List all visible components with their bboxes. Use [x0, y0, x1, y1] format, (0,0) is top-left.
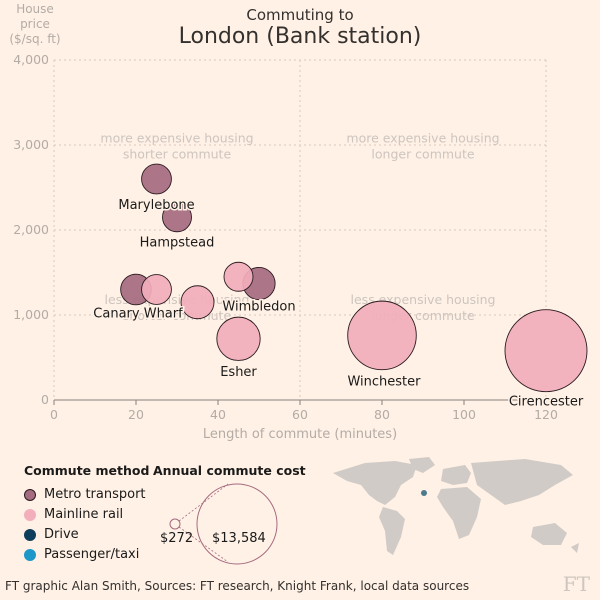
chart-title-line2: London (Bank station) — [178, 24, 422, 49]
source-footer: FT graphic Alan Smith, Sources: FT resea… — [5, 579, 470, 593]
bubble-marylebone — [141, 163, 172, 195]
quadrant-label-line2: longer commute — [371, 146, 474, 161]
y-tick-label: 1,000 — [13, 307, 49, 322]
map-australia — [531, 523, 567, 545]
y-tick-label: 4,000 — [13, 52, 49, 67]
quadrant-label-line2: shorter commute — [123, 146, 232, 161]
quadrant-label-line1: more expensive housing — [346, 130, 499, 145]
cost-small-circle — [169, 518, 181, 530]
map-asia — [471, 459, 573, 505]
legend-label-drive: Drive — [44, 527, 79, 542]
y-tick-label: 0 — [41, 392, 49, 407]
legend-swatch-metro — [24, 488, 36, 501]
bubble-label: Winchester — [347, 374, 421, 389]
legend-swatch-taxi — [24, 548, 36, 561]
bubble-hampstead — [162, 202, 192, 233]
bubble-unlabeled — [180, 285, 215, 320]
bubble-label: Hampstead — [140, 235, 215, 250]
chart-title-line1: Commuting to — [246, 6, 354, 24]
cost-small-label: $272 — [160, 531, 194, 546]
legend-label-metro: Metro transport — [44, 487, 146, 502]
map-europe — [441, 465, 471, 485]
legend-method-title: Commute method — [24, 463, 150, 478]
y-tick-label: 3,000 — [13, 137, 49, 152]
map-greenland — [409, 457, 435, 473]
bubble-winchester — [347, 300, 417, 371]
bubble-label: Cirencester — [509, 395, 584, 410]
x-tick-label: 120 — [534, 407, 558, 422]
legend-item-rail: Mainline rail — [24, 507, 123, 522]
x-tick-label: 20 — [128, 407, 144, 422]
legend-swatch-drive — [24, 528, 36, 541]
map-new-zealand — [571, 543, 579, 553]
quadrant-label-line1: more expensive housing — [100, 130, 253, 145]
legend-item-drive: Drive — [24, 527, 79, 542]
london-marker — [421, 490, 427, 496]
x-tick-label: 0 — [50, 407, 58, 422]
x-tick-label: 100 — [452, 407, 476, 422]
ft-logo: FT — [562, 572, 590, 596]
x-tick-label: 60 — [292, 407, 308, 422]
bubble-label: Marylebone — [118, 198, 194, 213]
bubble-unlabeled — [141, 274, 172, 305]
bubble-label: Wimbledon — [222, 300, 295, 315]
cost-large-label: $13,584 — [212, 531, 266, 546]
cost-large-circle — [196, 483, 278, 565]
y-tick-label: 2,000 — [13, 222, 49, 237]
bubble-esher — [216, 316, 261, 361]
legend-label-taxi: Passenger/taxi — [44, 547, 140, 562]
x-axis-label: Length of commute (minutes) — [202, 427, 398, 442]
map-north-america — [333, 461, 417, 505]
legend-item-taxi: Passenger/taxi — [24, 547, 139, 562]
legend-swatch-rail — [24, 508, 36, 521]
y-axis-label: House price ($/sq. ft) — [9, 2, 61, 46]
cost-size-legend — [169, 483, 278, 565]
legend-item-metro: Metro transport — [24, 487, 146, 502]
bubble-unlabeled — [223, 261, 254, 292]
x-tick-label: 80 — [374, 407, 390, 422]
bubble-label: Esher — [220, 365, 257, 380]
bubble-label: Canary Wharf — [93, 307, 183, 322]
x-tick-label: 40 — [210, 407, 226, 422]
world-map-inset — [333, 457, 579, 555]
map-africa — [437, 487, 481, 539]
map-south-america — [379, 507, 405, 555]
legend-label-rail: Mainline rail — [44, 507, 124, 522]
bubble-cirencester — [504, 309, 588, 393]
legend-cost-title: Annual commute cost — [153, 463, 306, 478]
